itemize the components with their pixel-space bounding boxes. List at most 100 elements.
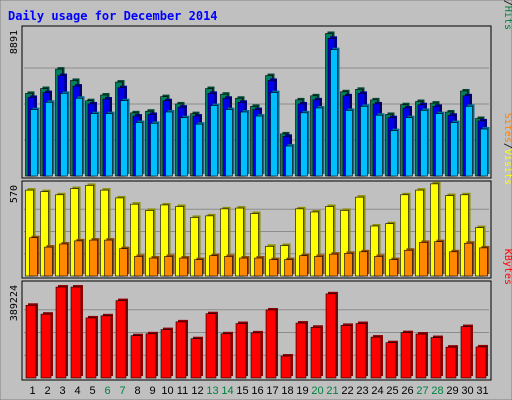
x-tick-7: 7 (119, 385, 125, 397)
x-tick-17: 17 (266, 385, 278, 397)
y-max-label-visits_sites: 570 (9, 185, 20, 203)
bar-visits_sites-sites-2 (44, 246, 53, 277)
bar-kbytes-kbytes-13 (205, 313, 217, 379)
bar-pages_files_hits-pages-8 (135, 122, 143, 177)
x-tick-4: 4 (74, 385, 80, 397)
bar-kbytes-kbytes-4 (70, 286, 82, 379)
bar-visits_sites-sites-27 (419, 242, 428, 277)
x-tick-13: 13 (206, 385, 218, 397)
bar-pages_files_hits-pages-1 (30, 109, 38, 177)
bar-pages_files_hits-pages-18 (285, 145, 293, 177)
bar-kbytes-kbytes-16 (250, 332, 262, 379)
bar-visits_sites-sites-9 (149, 257, 158, 277)
x-tick-15: 15 (236, 385, 248, 397)
bar-pages_files_hits-pages-7 (120, 100, 128, 177)
bar-pages_files_hits-pages-16 (255, 115, 263, 177)
x-tick-12: 12 (191, 385, 203, 397)
bar-kbytes-kbytes-18 (280, 355, 292, 379)
x-tick-28: 28 (431, 385, 443, 397)
bar-pages_files_hits-pages-5 (90, 113, 98, 177)
y-max-label-kbytes: 389224 (9, 285, 20, 321)
bar-pages_files_hits-pages-2 (45, 102, 53, 177)
legend-item-visits_sites-1: / (502, 143, 512, 149)
bar-kbytes-kbytes-15 (235, 323, 247, 379)
legend-kbytes: KBytes (502, 249, 512, 285)
bar-visits_sites-sites-20 (314, 256, 323, 277)
bar-kbytes-kbytes-10 (160, 329, 172, 379)
panel-visits_sites: 570 Sites/Visits (9, 113, 512, 279)
bar-kbytes-kbytes-8 (130, 335, 142, 379)
bar-visits_sites-sites-1 (29, 237, 38, 277)
bar-visits_sites-sites-17 (269, 259, 278, 277)
chart-panels: 8891 Pages/Files/Hits 570 Sites/Visits 38922… (9, 0, 512, 381)
x-tick-29: 29 (446, 385, 458, 397)
bar-visits_sites-sites-30 (464, 242, 473, 277)
bar-pages_files_hits-pages-21 (330, 49, 338, 177)
bar-pages_files_hits-pages-9 (150, 123, 158, 177)
bar-visits_sites-sites-11 (179, 257, 188, 277)
bar-pages_files_hits-pages-28 (435, 113, 443, 177)
bar-pages_files_hits-pages-6 (105, 113, 113, 177)
x-tick-19: 19 (296, 385, 308, 397)
x-tick-25: 25 (386, 385, 398, 397)
bar-pages_files_hits-pages-15 (240, 111, 248, 177)
bar-visits_sites-sites-14 (224, 256, 233, 277)
x-tick-2: 2 (44, 385, 50, 397)
x-tick-22: 22 (341, 385, 353, 397)
bar-pages_files_hits-pages-26 (405, 117, 413, 177)
bar-kbytes-kbytes-27 (415, 333, 427, 379)
chart-title: Daily usage for December 2014 (8, 9, 218, 23)
bar-kbytes-kbytes-6 (100, 315, 112, 379)
bar-pages_files_hits-pages-23 (360, 106, 368, 177)
bar-visits_sites-sites-7 (119, 248, 128, 277)
bar-pages_files_hits-pages-31 (480, 128, 488, 177)
bar-kbytes-kbytes-30 (460, 326, 472, 379)
bar-kbytes-kbytes-11 (175, 321, 187, 379)
bar-kbytes-kbytes-3 (55, 286, 67, 379)
bar-kbytes-kbytes-19 (295, 322, 307, 379)
bar-pages_files_hits-pages-11 (180, 117, 188, 177)
bar-pages_files_hits-pages-19 (300, 112, 308, 177)
bar-pages_files_hits-pages-14 (225, 109, 233, 177)
bar-visits_sites-sites-23 (359, 251, 368, 277)
x-tick-31: 31 (476, 385, 488, 397)
panel-kbytes: 389224 KBytes (9, 249, 512, 381)
bar-kbytes-kbytes-20 (310, 326, 322, 379)
legend-pages_files_hits: Pages/Files/Hits (502, 0, 512, 30)
bar-pages_files_hits-pages-24 (375, 114, 383, 177)
bar-kbytes-kbytes-14 (220, 333, 232, 379)
y-max-label-pages_files_hits: 8891 (9, 30, 20, 54)
x-tick-3: 3 (59, 385, 65, 397)
x-tick-24: 24 (371, 385, 383, 397)
bar-kbytes-kbytes-24 (370, 336, 382, 379)
x-tick-14: 14 (221, 385, 233, 397)
bar-visits_sites-sites-5 (89, 239, 98, 277)
x-tick-26: 26 (401, 385, 413, 397)
bar-visits_sites-sites-6 (104, 239, 113, 277)
x-axis-ticks: 1 2 3 4 5 6 7 8 9 10 11 12 13 14 15 16 17 18 19 20 21 22 23 24 2… (29, 385, 488, 397)
x-tick-23: 23 (356, 385, 368, 397)
bar-visits_sites-sites-26 (404, 249, 413, 277)
legend-item-visits_sites-0: Sites (502, 113, 512, 143)
bar-pages_files_hits-pages-3 (60, 93, 68, 177)
bar-visits_sites-sites-13 (209, 255, 218, 277)
bar-pages_files_hits-pages-4 (75, 97, 83, 177)
legend-item-visits_sites-2: Visits (502, 149, 512, 185)
x-tick-21: 21 (326, 385, 338, 397)
bar-kbytes-kbytes-12 (190, 338, 202, 379)
bar-visits_sites-sites-22 (344, 253, 353, 277)
bar-pages_files_hits-pages-22 (345, 110, 353, 177)
x-tick-27: 27 (416, 385, 428, 397)
bar-visits_sites-sites-25 (389, 259, 398, 277)
bar-kbytes-kbytes-25 (385, 342, 397, 379)
bar-kbytes-kbytes-28 (430, 337, 442, 379)
x-tick-6: 6 (104, 385, 110, 397)
x-tick-30: 30 (461, 385, 473, 397)
bar-pages_files_hits-pages-10 (165, 111, 173, 177)
bar-visits_sites-sites-19 (299, 255, 308, 277)
bar-kbytes-kbytes-29 (445, 346, 457, 379)
bar-kbytes-kbytes-23 (355, 323, 367, 379)
x-tick-9: 9 (149, 385, 155, 397)
legend-item-kbytes-0: KBytes (502, 249, 512, 285)
